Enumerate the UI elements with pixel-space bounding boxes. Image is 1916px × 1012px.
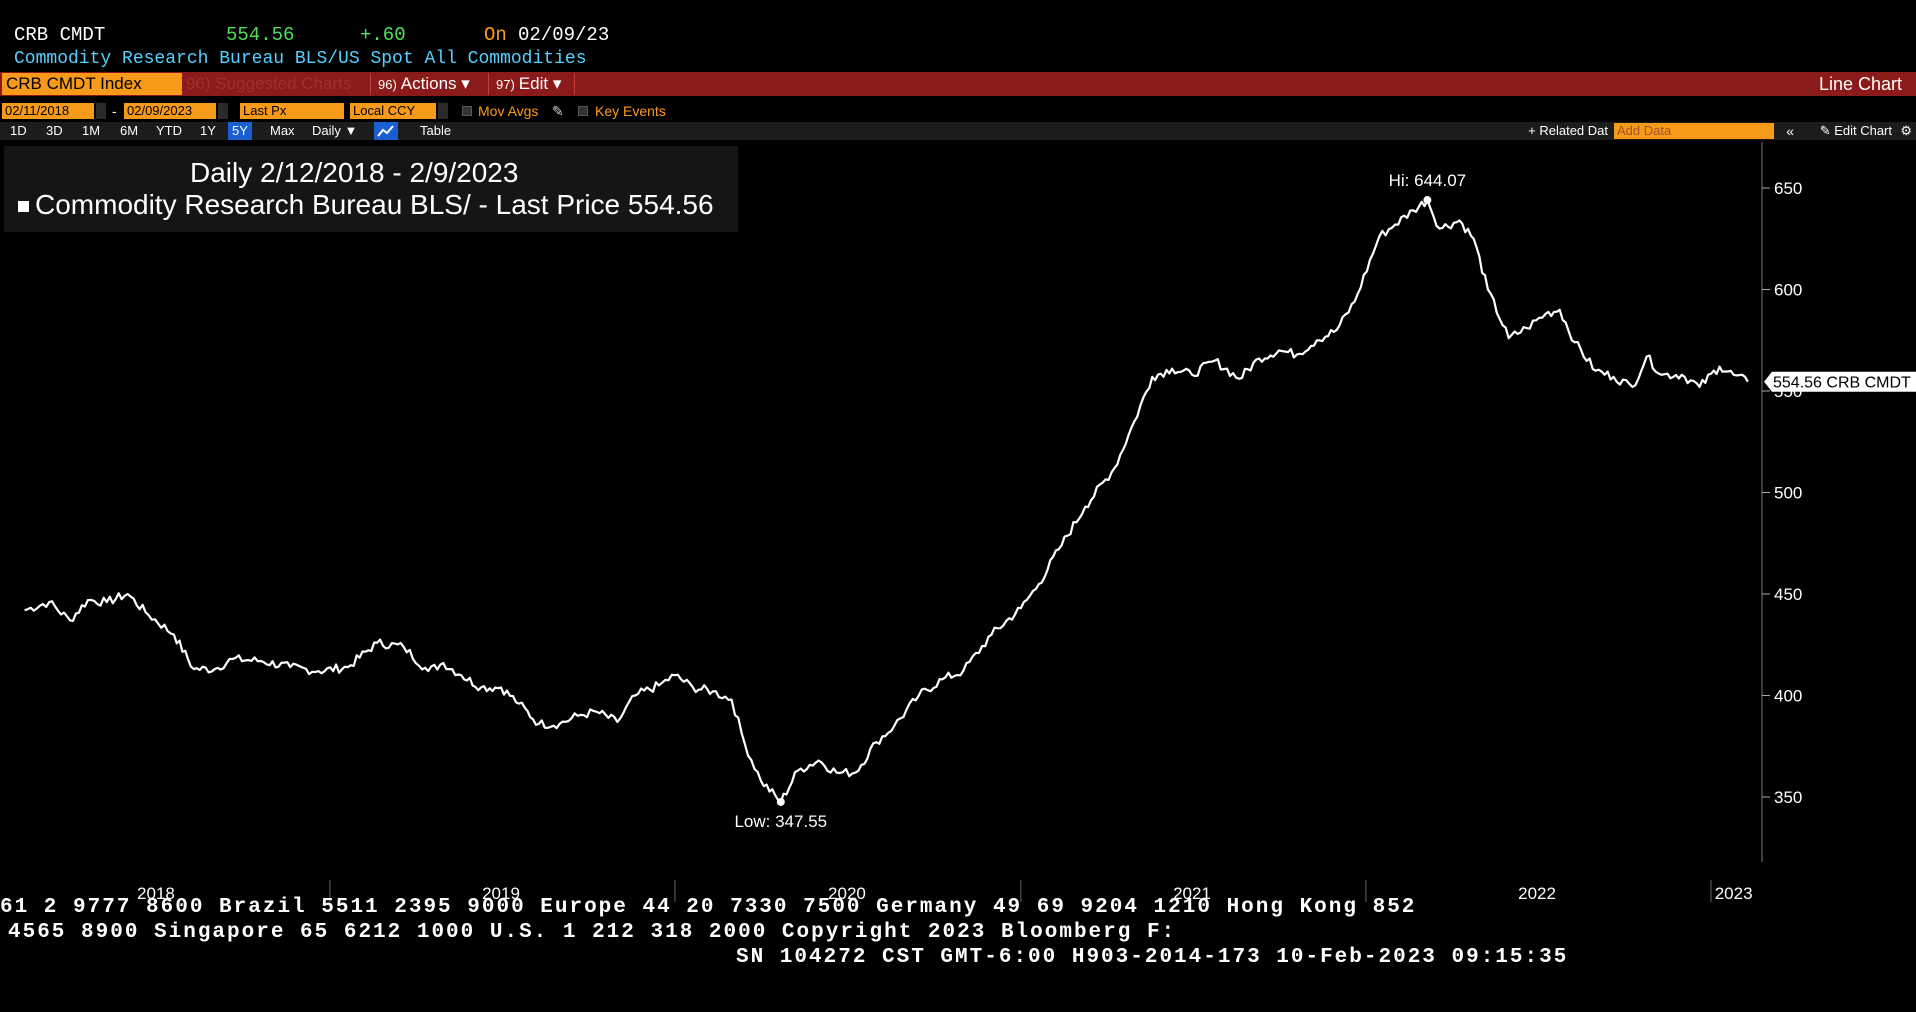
on-label: On [484, 24, 507, 46]
footer-contact-line: 61 2 9777 8600 Brazil 5511 2395 9000 Eur… [0, 896, 1417, 919]
key-events-checkbox[interactable] [578, 106, 588, 116]
y-tick-label: 450 [1774, 585, 1802, 604]
mov-avgs-checkbox[interactable] [462, 106, 472, 116]
price-change: +.60 [360, 24, 406, 46]
collapse-icon[interactable]: « [1786, 123, 1794, 139]
frequency-select[interactable]: Daily ▼ [312, 123, 358, 138]
period-5y-button[interactable]: 5Y [228, 122, 252, 140]
footer-session-line: SN 104272 CST GMT-6:00 H903-2014-173 10-… [736, 946, 1569, 969]
x-tick-label: 2020 [828, 884, 866, 903]
gear-icon[interactable]: ⚙ [1900, 123, 1912, 138]
actions-shortcut: 96) [378, 77, 397, 92]
last-price-tag-text: 554.56 CRB CMDT [1773, 375, 1911, 392]
legend-series: Commodity Research Bureau BLS/ - Last Pr… [18, 189, 714, 221]
chart-legend [4, 146, 738, 232]
period-6m-button[interactable]: 6M [120, 123, 139, 138]
start-date-input[interactable]: 02/11/2018 [2, 103, 94, 119]
menu-separator [370, 73, 371, 95]
currency-select[interactable]: Local CCY [350, 103, 436, 119]
actions-label: Actions ▾ [400, 74, 470, 93]
chart-type-label: Line Chart [1818, 74, 1902, 94]
legend-title: Daily 2/12/2018 - 2/9/2023 [190, 157, 519, 188]
calendar-icon[interactable] [96, 103, 106, 119]
line-chart-icon[interactable] [374, 122, 398, 140]
x-tick-label: 2018 [137, 884, 175, 903]
x-tick-label: 2019 [482, 884, 520, 903]
menu-bar [0, 72, 1916, 96]
x-tick-label: 2021 [1173, 884, 1211, 903]
last-price: 554.56 [226, 24, 295, 46]
ticker-label: CRB CMDT [14, 24, 106, 46]
x-tick-label: 2022 [1518, 884, 1556, 903]
menu-separator [574, 73, 575, 95]
series-swatch [18, 201, 29, 213]
quote-date: 02/09/23 [518, 24, 610, 46]
period-max-button[interactable]: Max [270, 123, 295, 138]
add-data-input[interactable]: Add Data [1614, 123, 1774, 139]
security-index-field[interactable]: CRB CMDT Index [2, 73, 182, 95]
chevron-down-icon[interactable] [438, 103, 448, 119]
field-select[interactable]: Last Px [240, 103, 344, 119]
date-range-dash: - [112, 103, 117, 119]
calendar-icon[interactable] [218, 103, 228, 119]
related-data-button[interactable]: + Related Dat [1528, 123, 1608, 138]
menu-separator [488, 73, 489, 95]
period-3d-button[interactable]: 3D [46, 123, 63, 138]
period-1y-button[interactable]: 1Y [200, 123, 216, 138]
edit-menu[interactable]: 97) Edit ▾ [496, 73, 561, 96]
period-1m-button[interactable]: 1M [82, 123, 101, 138]
x-tick-label: 2023 [1715, 884, 1753, 903]
y-tick-label: 400 [1774, 687, 1802, 706]
edit-label: Edit ▾ [518, 74, 562, 93]
key-events-label[interactable]: Key Events [595, 103, 666, 119]
security-description: Commodity Research Bureau BLS/US Spot Al… [14, 49, 587, 69]
last-price-tag: 554.56 CRB CMDT [1764, 371, 1916, 392]
table-button[interactable]: Table [420, 123, 452, 138]
end-date-input[interactable]: 02/09/2023 [124, 103, 216, 119]
y-tick-label: 650 [1774, 179, 1802, 198]
high-label: Hi: 644.07 [1389, 171, 1467, 190]
legend-series-text: Commodity Research Bureau BLS/ - Last Pr… [35, 189, 621, 220]
edit-chart-button[interactable]: ✎ Edit Chart [1819, 123, 1892, 138]
high-marker [1423, 196, 1432, 205]
pencil-icon[interactable]: ✎ [552, 103, 564, 119]
period-1d-button[interactable]: 1D [10, 123, 27, 138]
low-label: Low: 347.55 [734, 812, 827, 831]
y-tick-label: 600 [1774, 281, 1802, 300]
period-toolbar [0, 122, 1916, 140]
footer-contact-line: 4565 8900 Singapore 65 6212 1000 U.S. 1 … [8, 921, 1177, 944]
actions-menu[interactable]: 96) Actions ▾ [378, 73, 470, 96]
legend-series-value: 554.56 [627, 189, 714, 220]
period-ytd-button[interactable]: YTD [156, 123, 182, 138]
low-marker [776, 797, 785, 806]
price-line [24, 198, 1749, 804]
y-tick-label: 500 [1774, 484, 1802, 503]
mov-avgs-label[interactable]: Mov Avgs [478, 103, 539, 119]
edit-shortcut: 97) [496, 77, 515, 92]
suggested-charts-button[interactable]: 96) Suggested Charts [186, 74, 352, 93]
y-tick-label: 350 [1774, 788, 1802, 807]
